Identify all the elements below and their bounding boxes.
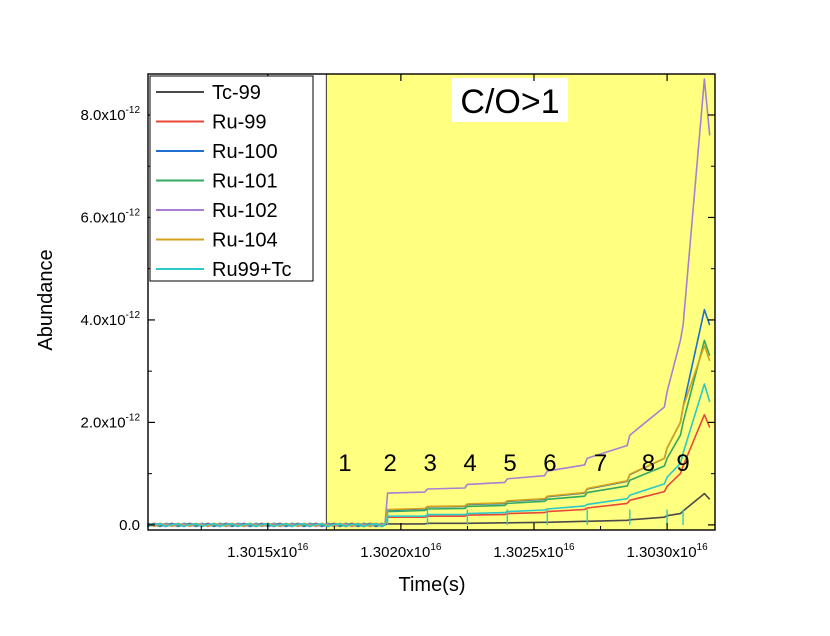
x-axis-label: Time(s) [398,574,465,596]
y-tick-label: 6.0x10-12 [81,207,141,226]
x-tick-label: 1.3020x1016 [360,542,442,561]
shaded-region [326,74,715,530]
annotation-label: 3 [423,450,436,477]
y-tick-label: 8.0x10-12 [81,105,141,124]
x-tick-label: 1.3025x1016 [493,542,575,561]
annotation-label: 6 [543,450,556,477]
annotation-label: 8 [642,450,655,477]
annotation-label: 7 [594,450,607,477]
annotation-label: 5 [503,450,516,477]
annotation-label: 9 [676,450,689,477]
y-tick-label: 4.0x10-12 [81,310,141,329]
legend-label: Ru-102 [212,200,278,222]
annotation-label: 2 [384,450,397,477]
legend-label: Tc-99 [212,82,261,104]
y-tick-label: 0.0 [119,517,140,534]
annotation-label: 1 [338,450,351,477]
annotation-label: 4 [463,450,476,477]
shaded-region-label-bg [452,78,568,122]
series-layer [147,78,711,528]
x-ticks-layer: 1.3015x1016 1.3020x1016 1.3025x1016 1.3030x… [200,74,708,561]
legend-label: Ru-99 [212,112,266,134]
series-line-ru99-tc [147,383,711,528]
legend-label: Ru-101 [212,171,278,193]
legend-label: Ru99+Tc [212,259,292,281]
y-axis-label: Abundance [35,249,57,350]
plot-frame [147,73,716,531]
legend-label: Ru-100 [212,141,278,163]
x-tick-label: 1.3030x1016 [626,542,708,561]
y-tick-label: 2.0x10-12 [81,412,141,431]
plot-frame-layer [147,73,716,531]
legend-label: Ru-104 [212,230,278,252]
legend-box [149,75,314,282]
shaded-region-label: C/O>1 [460,83,559,121]
legend: Tc-99 Ru-99 Ru-100 Ru-101 Ru-102 Ru-104 Ru99+T… [149,75,314,282]
x-tick-label: 1.3015x1016 [227,542,309,561]
shaded-region-layer: C/O>1 [325,74,715,530]
y-ticks-layer: 0.0 2.0x10-12 4.0x10-12 6.0x10-12 8.0x10-12 [81,105,715,534]
